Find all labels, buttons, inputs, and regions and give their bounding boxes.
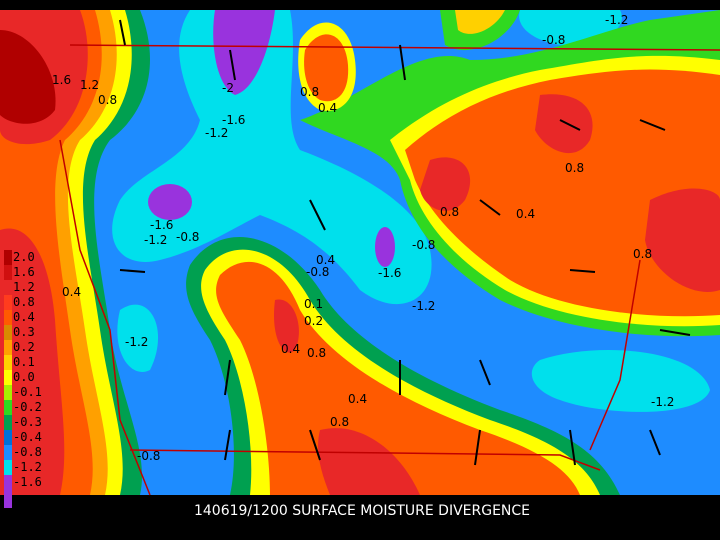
- contour-label: -1.2: [125, 335, 148, 349]
- field-purple: [148, 184, 192, 220]
- contour-label: 0.8: [633, 247, 652, 261]
- field-red: [645, 188, 720, 292]
- legend-swatch: [4, 250, 12, 265]
- contour-label: -1.2: [651, 395, 674, 409]
- contour-label: -1.2: [205, 126, 228, 140]
- field-red: [420, 157, 471, 211]
- contour-label: -0.8: [412, 238, 435, 252]
- contour-label: -1.2: [605, 13, 628, 27]
- legend-swatch: [4, 295, 12, 310]
- legend-swatch: [4, 355, 12, 370]
- contour-label: 0.1: [304, 297, 323, 311]
- field-red: [318, 428, 420, 495]
- contour-label: -1.2: [412, 299, 435, 313]
- legend-label: -0.3: [13, 415, 42, 429]
- contour-label: -1.6: [150, 218, 173, 232]
- legend-label: -1.6: [13, 475, 42, 489]
- field-orange: [216, 261, 580, 495]
- legend-label: 1.6: [13, 265, 35, 279]
- field-yellow: [455, 10, 505, 34]
- legend-swatch: [4, 430, 12, 445]
- legend-label: 1.2: [13, 280, 35, 294]
- contour-label: -0.8: [542, 33, 565, 47]
- field-orange: [304, 34, 349, 102]
- field-red: [535, 94, 593, 154]
- field-orange: [405, 69, 720, 317]
- contour-label: 0.4: [516, 207, 535, 221]
- legend-label: 0.4: [13, 310, 35, 324]
- wind-barb: [119, 19, 691, 466]
- contour-label: 0.4: [281, 342, 300, 356]
- field-purple: [213, 10, 275, 95]
- legend-swatch: [4, 280, 12, 295]
- map-caption: 140619/1200 SURFACE MOISTURE DIVERGENCE: [194, 503, 530, 519]
- field-purple: [375, 227, 395, 267]
- contour-label: 1.6: [52, 73, 71, 87]
- legend-label: -0.8: [13, 445, 42, 459]
- field-red: [0, 228, 65, 495]
- field-cyan: [112, 10, 432, 305]
- legend-label: -0.1: [13, 385, 42, 399]
- field-red: [274, 299, 299, 353]
- legend-label: 0.3: [13, 325, 35, 339]
- contour-label: 0.8: [300, 85, 319, 99]
- legend-label: 0.2: [13, 340, 35, 354]
- legend-label: 0.0: [13, 370, 35, 384]
- contour-label: -2: [222, 81, 234, 95]
- contour-label: 0.4: [316, 253, 335, 267]
- legend-swatch: [4, 385, 12, 400]
- contour-label: -0.8: [306, 265, 329, 279]
- field-cyan: [531, 350, 710, 412]
- field-cyan: [117, 304, 159, 372]
- legend-swatch: [4, 445, 12, 460]
- contour-label: 0.4: [318, 101, 337, 115]
- legend-label: -0.2: [13, 400, 42, 414]
- color-legend: 2.01.61.20.80.40.30.20.10.0-0.1-0.2-0.3-…: [4, 250, 42, 508]
- legend-swatch: [4, 400, 12, 415]
- legend-swatch: [4, 325, 12, 340]
- legend-label: 2.0: [13, 250, 35, 264]
- legend-label: -0.4: [13, 430, 42, 444]
- contour-label: 0.4: [348, 392, 367, 406]
- contour-label: 0.8: [440, 205, 459, 219]
- contour-label: -0.8: [137, 449, 160, 463]
- legend-label: -1.2: [13, 460, 42, 474]
- legend-swatch: [4, 310, 12, 325]
- contour-label: 0.8: [98, 93, 117, 107]
- legend-swatch: [4, 370, 12, 385]
- contour-label: -1.6: [222, 113, 245, 127]
- contour-label: 0.8: [565, 161, 584, 175]
- field-darkred: [0, 30, 56, 124]
- contour-label: -1.6: [378, 266, 401, 280]
- contour-label: 0.8: [307, 346, 326, 360]
- legend-label: 0.1: [13, 355, 35, 369]
- legend-swatch: [4, 475, 12, 490]
- contour-label: 0.2: [304, 314, 323, 328]
- contour-label: 0.4: [62, 285, 81, 299]
- state-border: [59, 44, 720, 496]
- legend-swatch: [4, 490, 12, 508]
- map: [0, 10, 720, 496]
- legend-swatch: [4, 340, 12, 355]
- contour-label: 1.2: [80, 78, 99, 92]
- legend-label: 0.8: [13, 295, 35, 309]
- legend-swatch: [4, 415, 12, 430]
- legend-swatch: [4, 460, 12, 475]
- legend-swatch: [4, 265, 12, 280]
- contour-label: -0.8: [176, 230, 199, 244]
- contour-labels: -1.2 -0.8 1.6 1.2 0.8 -2 -1.6 -1.2 0.8 0…: [52, 13, 674, 463]
- contour-label: 0.8: [330, 415, 349, 429]
- contour-label: -1.2: [144, 233, 167, 247]
